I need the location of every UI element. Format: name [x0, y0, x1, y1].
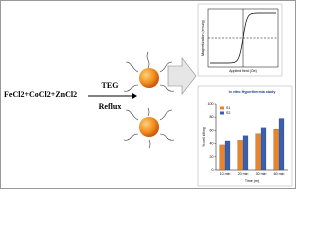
bar: [242, 135, 249, 171]
condition-above: TEG: [102, 81, 119, 90]
nanoparticle: [139, 117, 159, 137]
x-tick-label: 10 min: [220, 172, 231, 176]
bar: [224, 140, 231, 171]
y-axis-label: Magnetization (emu/g): [201, 20, 205, 56]
nanoparticle: [139, 68, 159, 88]
chart-title: In vitro Hyperthermia study: [229, 90, 276, 94]
condition-below: Reflux: [99, 102, 122, 111]
magnetization-curve: [210, 12, 276, 64]
x-tick-label: 20 min: [238, 172, 249, 176]
y-axis-label: % cell killing: [202, 127, 206, 147]
bar: [273, 128, 279, 171]
x-axis-label: Applied field (Oe): [229, 69, 257, 73]
y-tick-label: 100: [208, 102, 214, 106]
legend-swatch: [220, 106, 224, 110]
bar: [237, 140, 243, 171]
y-tick-label: 60: [210, 128, 214, 132]
x-tick-label: 30 min: [256, 172, 267, 176]
y-tick-label: 40: [210, 142, 214, 146]
x-axis-label: Time (m): [245, 179, 259, 183]
legend-label: S1: [226, 106, 230, 110]
ligands: [123, 51, 175, 149]
x-tick-label: 60 min: [274, 172, 285, 176]
big-arrow: [167, 57, 197, 95]
y-tick-label: 80: [210, 115, 214, 119]
magnetization-inset: Magnetization (emu/g) Applied field (Oe): [197, 3, 283, 77]
bar: [255, 133, 261, 171]
graphical-abstract: FeCl2+CoCl2+ZnCl2 TEG Reflux Magnetizati…: [0, 0, 296, 189]
arrow-head: [132, 93, 137, 99]
legend-label: S2: [226, 111, 230, 115]
bar: [278, 118, 285, 171]
y-tick-label: 0: [212, 168, 214, 172]
hyperthermia-inset: In vitro Hyperthermia study 0 20 40 60 80 100%…: [197, 85, 293, 187]
legend-swatch: [220, 111, 224, 115]
reactants: FeCl2+CoCl2+ZnCl2: [4, 90, 77, 99]
bar: [260, 127, 267, 171]
inset-frame: [197, 3, 283, 77]
y-tick-label: 20: [210, 155, 214, 159]
bar: [219, 144, 225, 171]
